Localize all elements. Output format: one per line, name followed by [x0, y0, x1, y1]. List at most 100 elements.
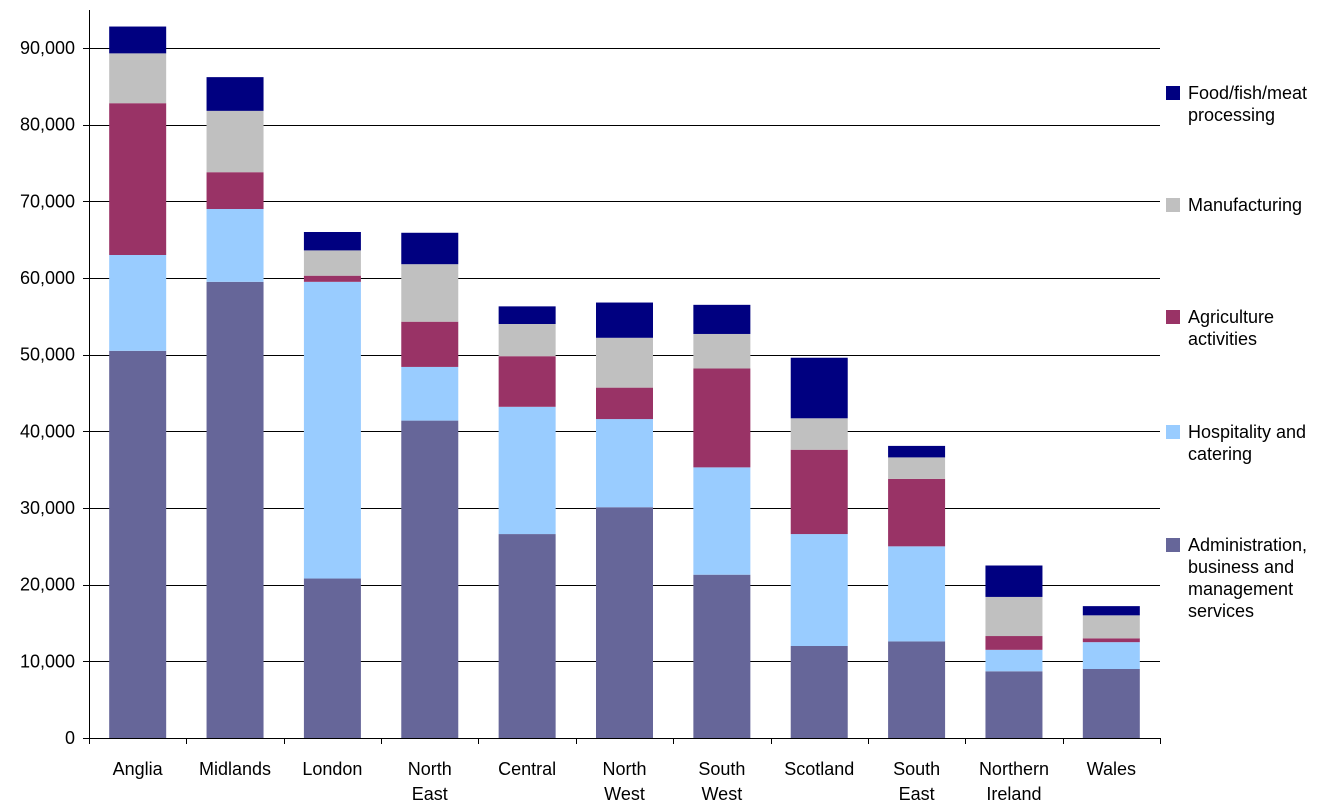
- bar-segment: [790, 534, 848, 646]
- bar-segment: [401, 264, 459, 322]
- x-tick-label: Ireland: [986, 784, 1041, 804]
- bar-segment: [888, 457, 946, 479]
- legend-label: Agriculture activities: [1188, 306, 1328, 350]
- bar-segment: [888, 641, 946, 738]
- bar-segment: [693, 333, 751, 369]
- legend-swatch: [1166, 425, 1180, 439]
- bar-segment: [401, 420, 459, 738]
- bar-segment: [888, 478, 946, 547]
- legend-label-line: Agriculture: [1188, 307, 1275, 327]
- bar-segment: [303, 275, 361, 282]
- legend-label-line: catering: [1188, 444, 1253, 464]
- legend-label-line: Food/fish/meat: [1188, 83, 1308, 103]
- bar-segment: [985, 636, 1043, 650]
- x-tick-label: West: [702, 784, 743, 804]
- legend-item: Hospitality and catering: [1166, 421, 1335, 465]
- legend-item: Food/fish/meat processing: [1166, 82, 1335, 126]
- x-tick-label: East: [412, 784, 448, 804]
- bar-segment: [303, 281, 361, 579]
- bar-segment: [401, 321, 459, 367]
- x-tick-label: Wales: [1087, 759, 1136, 779]
- legend-label: Manufacturing: [1188, 194, 1328, 216]
- legend-label-line: services: [1188, 601, 1255, 621]
- y-tick-label: 90,000: [20, 38, 75, 58]
- bar-segment: [1082, 606, 1140, 616]
- bar-segment: [109, 103, 167, 255]
- bar-segment: [790, 646, 848, 738]
- x-tick-label: East: [899, 784, 935, 804]
- bar-segment: [303, 250, 361, 276]
- bar-segment: [888, 445, 946, 458]
- legend-item: Administration, business and management ser…: [1166, 534, 1335, 622]
- bar-segment: [498, 306, 556, 324]
- legend-label-line: Administration,: [1188, 535, 1308, 555]
- y-tick-label: 30,000: [20, 498, 75, 518]
- legend-label-line: management: [1188, 579, 1294, 599]
- y-tick-label: 50,000: [20, 345, 75, 365]
- bar-segment: [985, 596, 1043, 637]
- bar-segment: [596, 507, 653, 738]
- x-tick-label: Northern: [979, 759, 1049, 779]
- bar-segment: [303, 232, 361, 251]
- legend-swatch: [1166, 310, 1180, 324]
- x-tick-label: Scotland: [784, 759, 854, 779]
- y-tick-label: 20,000: [20, 575, 75, 595]
- bar-segment: [693, 467, 751, 575]
- bar-segment: [109, 26, 167, 54]
- bar-segment: [498, 324, 556, 357]
- x-tick-label: Anglia: [113, 759, 164, 779]
- bar-segment: [109, 350, 167, 738]
- y-tick-label: 70,000: [20, 191, 75, 211]
- bar-segment: [888, 546, 946, 642]
- bar-segment: [1082, 638, 1140, 643]
- bar-segment: [401, 366, 459, 421]
- x-tick-label: West: [604, 784, 645, 804]
- y-tick-label: 40,000: [20, 421, 75, 441]
- bar-segment: [206, 209, 264, 282]
- y-tick-label: 10,000: [20, 651, 75, 671]
- legend-label-line: Manufacturing: [1188, 195, 1303, 215]
- legend-label: Hospitality and catering: [1188, 421, 1328, 465]
- legend-swatch: [1166, 198, 1180, 212]
- legend-label-line: processing: [1188, 105, 1276, 125]
- bar-segment: [790, 449, 848, 535]
- x-tick-label: London: [302, 759, 362, 779]
- legend-label-line: activities: [1188, 329, 1258, 349]
- y-tick-label: 80,000: [20, 115, 75, 135]
- bar-segment: [303, 578, 361, 738]
- bar-segment: [206, 172, 264, 209]
- legend-swatch: [1166, 86, 1180, 100]
- bar-segment: [985, 671, 1043, 738]
- bar-segment: [596, 302, 653, 338]
- legend-swatch: [1166, 538, 1180, 552]
- bar-segment: [985, 565, 1043, 597]
- x-tick-label: Central: [498, 759, 556, 779]
- bar-segment: [596, 419, 653, 508]
- bar-segment: [790, 418, 848, 450]
- x-tick-label: South: [893, 759, 940, 779]
- x-tick-label: Midlands: [199, 759, 271, 779]
- y-tick-label: 0: [65, 728, 75, 748]
- bar-segment: [498, 356, 556, 407]
- legend-label-line: business and: [1188, 557, 1295, 577]
- bar-segment: [985, 649, 1043, 672]
- legend-label-line: Hospitality and: [1188, 422, 1307, 442]
- bar-segment: [693, 574, 751, 738]
- bar-segment: [206, 281, 264, 738]
- bar-segment: [1082, 669, 1140, 738]
- legend-label: Food/fish/meat processing: [1188, 82, 1328, 126]
- legend-item: Agriculture activities: [1166, 306, 1335, 350]
- bar-segment: [1082, 615, 1140, 639]
- bar-segment: [109, 255, 167, 351]
- bar-segment: [109, 53, 167, 104]
- bar-segment: [401, 232, 459, 265]
- bar-segment: [596, 387, 653, 420]
- bar-segment: [693, 368, 751, 468]
- bar-segment: [498, 406, 556, 535]
- legend-label: Administration, business and management ser…: [1188, 534, 1328, 622]
- chart-legend: Food/fish/meat processing Manufacturing Agr…: [1166, 0, 1335, 805]
- x-tick-label: South: [698, 759, 745, 779]
- bar-segment: [790, 357, 848, 419]
